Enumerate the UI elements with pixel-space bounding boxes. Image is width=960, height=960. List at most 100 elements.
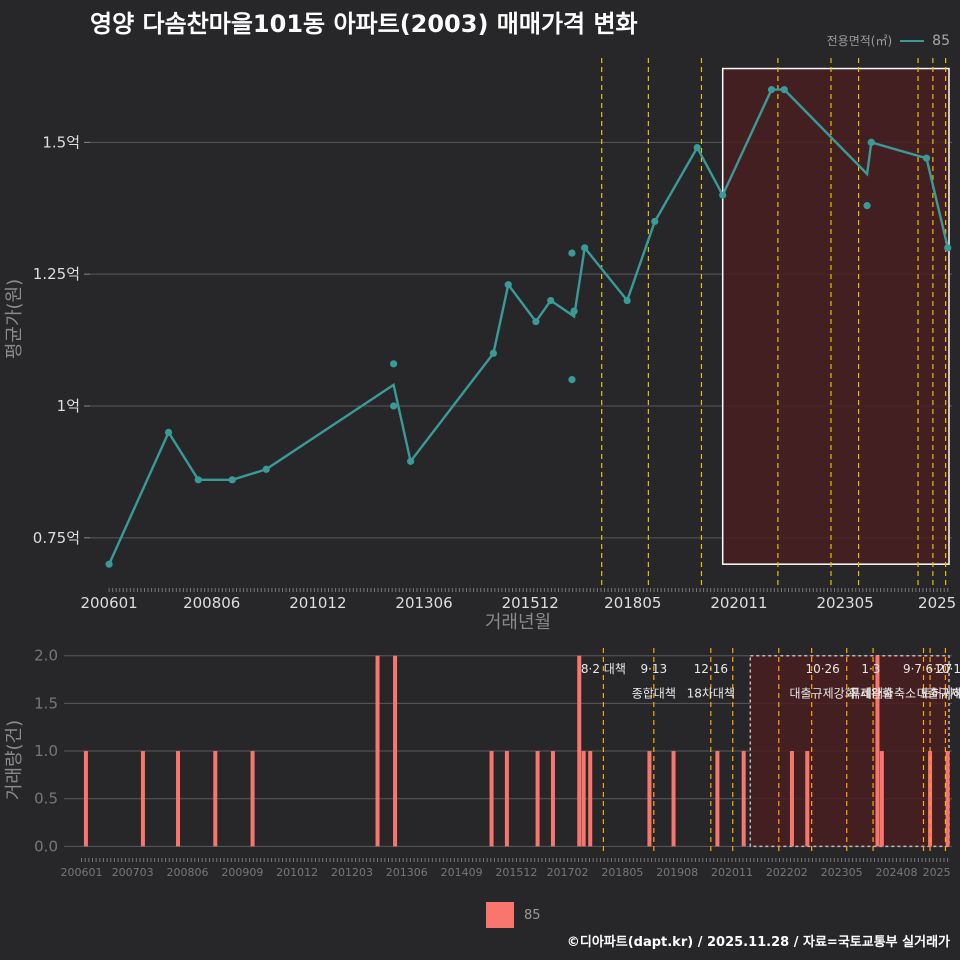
policy-label-date: 9·13 xyxy=(640,662,667,676)
price-point xyxy=(547,296,555,305)
x-tick-label: 201012 xyxy=(276,866,318,879)
volume-bar xyxy=(489,751,494,847)
price-point xyxy=(863,202,871,210)
price-series-line xyxy=(108,88,949,565)
policy-label-name: 18차대책 xyxy=(687,686,735,701)
price-point xyxy=(228,476,236,484)
legend-line-swatch xyxy=(900,39,925,42)
bottom-legend-label: 85 xyxy=(524,907,541,923)
x-tick-label: 201512 xyxy=(495,866,537,879)
price-point xyxy=(406,457,415,465)
price-point xyxy=(693,144,701,152)
policy-label-name: 대출규제강화 xyxy=(790,687,856,701)
x-tick-label: 202305 xyxy=(817,594,874,612)
policy-label-date: 10·1 xyxy=(934,662,960,676)
x-tick-label: 201306 xyxy=(395,594,452,612)
price-point xyxy=(164,428,173,436)
y-axis-title: 거래량(건) xyxy=(4,720,25,800)
y-tick-label: 0.0 xyxy=(34,837,58,855)
y-tick-label: 0.75억 xyxy=(33,529,80,547)
volume-bar xyxy=(581,751,586,847)
legend-title: 전용면적(㎡) xyxy=(826,34,893,48)
price-point xyxy=(581,244,589,252)
y-axis-title: 평균가(원) xyxy=(4,279,25,359)
policy-label-date: 6·27 xyxy=(925,662,952,676)
volume-bar xyxy=(945,751,950,847)
volume-bar xyxy=(393,655,398,847)
y-tick-label: 2.0 xyxy=(34,647,58,665)
policy-label-date: 9·7 xyxy=(903,662,922,676)
y-tick-label: 1억 xyxy=(57,397,80,415)
x-tick-label: 200703 xyxy=(112,866,154,879)
volume-bar xyxy=(83,751,88,847)
x-tick-label: 201012 xyxy=(289,594,346,612)
x-tick-label: 200601 xyxy=(61,866,103,879)
volume-bar-chart: 0.0 0.5 1.0 1.5 2.0 8·2 대책 9·13 종합대책 12·16 18차대책 1… xyxy=(4,647,960,879)
x-tick-label: 200601 xyxy=(80,594,137,612)
volume-bar xyxy=(140,751,145,847)
volume-bar xyxy=(647,751,652,847)
price-point xyxy=(867,138,875,146)
price-point xyxy=(262,465,270,473)
volume-bar xyxy=(875,655,880,847)
x-tick-label: 201306 xyxy=(386,866,428,879)
volume-bar xyxy=(879,751,884,847)
x-tick-label: 201512 xyxy=(502,594,559,612)
x-tick-label: 201203 xyxy=(331,866,373,879)
x-tick-label: 200806 xyxy=(183,594,240,612)
price-point xyxy=(390,402,398,410)
price-point xyxy=(767,86,776,94)
x-tick-label: 200806 xyxy=(167,866,209,879)
price-point xyxy=(568,376,576,384)
volume-bar xyxy=(535,751,540,847)
volume-bar xyxy=(671,751,676,847)
x-tick-label: 201702 xyxy=(547,866,589,879)
x-tick-label: 200909 xyxy=(221,866,263,879)
policy-label-date: 1·3 xyxy=(861,662,880,676)
x-tick-label: 202011 xyxy=(710,594,767,612)
policy-label-date: 8·2 대책 xyxy=(581,661,626,676)
volume-bar xyxy=(504,751,509,847)
volume-bar xyxy=(928,751,933,847)
x-axis-title: 거래년월 xyxy=(485,612,551,633)
x-tick-label: 201409 xyxy=(441,866,483,879)
volume-bar xyxy=(176,751,181,847)
volume-bar xyxy=(550,751,555,847)
y-tick-label: 0.5 xyxy=(34,790,58,808)
policy-label-name: 대출규제 xyxy=(917,687,960,701)
x-tick-label: 2025 xyxy=(918,594,956,612)
price-point xyxy=(390,360,398,368)
price-point xyxy=(570,307,578,315)
highlight-period-box xyxy=(721,67,950,565)
volume-bar xyxy=(577,655,582,847)
x-tick-label: 201908 xyxy=(656,866,698,879)
legend-bar-swatch xyxy=(486,902,514,928)
chart-title: 영양 다솜찬마을101동 아파트(2003) 매매가격 변화 xyxy=(90,10,638,38)
price-point xyxy=(568,249,576,257)
price-point xyxy=(194,476,202,484)
price-point xyxy=(623,296,631,305)
highlight-period-box xyxy=(749,654,950,848)
price-point xyxy=(532,318,540,326)
top-legend: 전용면적(㎡) 85 xyxy=(827,32,950,49)
bottom-legend: 85 xyxy=(486,902,541,928)
policy-label-date: 10·26 xyxy=(805,662,839,676)
price-point xyxy=(489,349,497,357)
y-tick-label: 1.25억 xyxy=(33,265,80,283)
policy-label-name: 특례대출축소 토허제해제 xyxy=(850,687,960,701)
volume-bar xyxy=(805,751,810,847)
policy-label-date: 12·16 xyxy=(694,662,728,676)
volume-bar xyxy=(715,751,720,847)
price-point xyxy=(780,86,788,94)
price-line-chart: 0.75억 1억 1.25억 1.5억 200601 200806 201012 201306… xyxy=(4,58,956,633)
volume-bar xyxy=(588,751,593,847)
price-point xyxy=(944,244,952,252)
volume-bar xyxy=(375,655,380,847)
y-tick-label: 1.0 xyxy=(34,742,58,760)
policy-label-name: 종합대책 xyxy=(632,686,676,701)
price-point xyxy=(651,217,659,226)
x-tick-label: 202408 xyxy=(875,866,917,879)
price-point xyxy=(719,191,727,199)
x-tick-label: 202305 xyxy=(821,866,863,879)
